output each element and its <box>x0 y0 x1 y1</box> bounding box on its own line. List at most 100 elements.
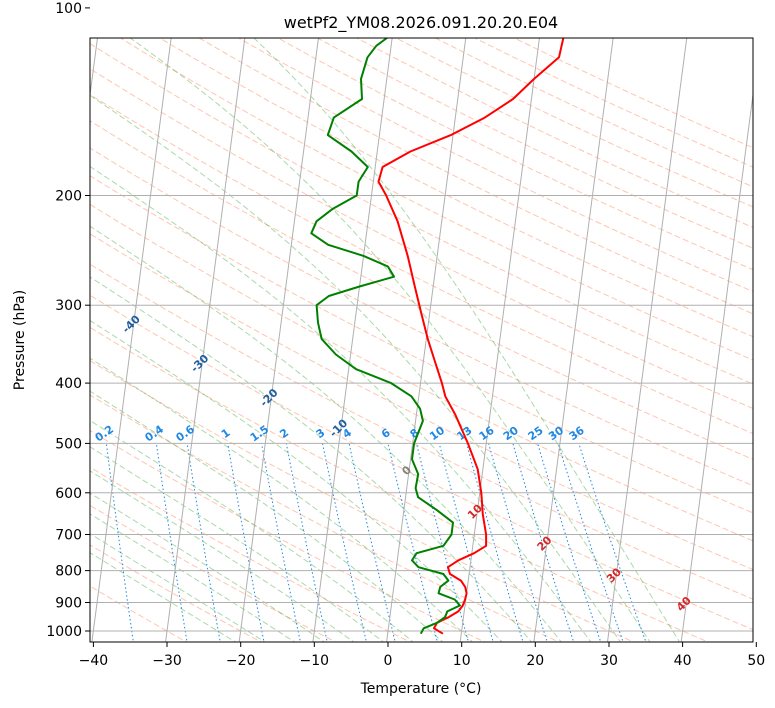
moist-adiabats <box>90 38 681 642</box>
temperature-line <box>377 38 565 635</box>
isotherm <box>680 90 753 642</box>
mixing-ratio-line <box>578 443 647 642</box>
dry-adiabat <box>90 429 486 642</box>
dry-adiabat <box>90 175 753 514</box>
y-tick-label: 700 <box>55 528 82 544</box>
y-tick-label: 100 <box>55 1 82 17</box>
moist-adiabat <box>90 492 326 642</box>
moist-adiabat <box>90 446 385 642</box>
isotherms <box>90 8 775 644</box>
plot-area: 0.10.20.40.611.52346810131620253036-100-… <box>60 8 775 644</box>
y-axis-label: Pressure (hPa) <box>12 290 28 390</box>
mixing-ratio-label: 1 <box>219 426 233 441</box>
dry-adiabats <box>90 38 753 642</box>
y-tick-label: 300 <box>55 298 82 314</box>
isotherm <box>90 38 98 99</box>
x-tick-label: 0 <box>384 653 393 669</box>
isotherm <box>755 8 775 644</box>
dry-adiabat <box>90 544 263 642</box>
isotherm-label: 0 <box>399 463 414 478</box>
dry-adiabat <box>119 38 753 361</box>
x-tick-label: 40 <box>674 653 692 669</box>
mixing-ratio-line <box>105 443 134 642</box>
dry-adiabat <box>90 43 753 385</box>
y-tick-label: 200 <box>55 189 82 205</box>
mixing-ratio-label: 0.2 <box>93 423 116 445</box>
mixing-ratio-line <box>387 443 438 642</box>
dry-adiabat <box>90 326 710 642</box>
x-tick-label: −30 <box>152 653 182 669</box>
mixing-ratio-label: 36 <box>567 424 587 444</box>
moist-adiabat <box>253 38 681 642</box>
y-axis: 100 200 300 400 500 600 700 800 900 1000 <box>46 1 90 640</box>
x-tick-label: −40 <box>79 653 109 669</box>
dry-adiabat <box>90 203 753 542</box>
isotherm <box>165 38 246 642</box>
mixing-ratio-label: 6 <box>379 426 393 441</box>
mixing-ratio-label: 2 <box>277 426 291 441</box>
pressure-gridlines <box>90 195 753 632</box>
dry-adiabat <box>90 263 753 600</box>
isotherm <box>533 38 614 642</box>
mixing-ratio-line <box>416 443 470 642</box>
moist-adiabat <box>90 552 237 642</box>
dry-adiabat <box>90 147 753 487</box>
dry-adiabat <box>90 394 561 642</box>
moist-adiabat <box>90 165 592 642</box>
mixing-ratio-line <box>285 443 328 642</box>
y-tick-label: 900 <box>55 596 82 612</box>
dry-adiabat <box>198 38 753 315</box>
mixing-ratio-line <box>186 443 221 642</box>
mixing-ratio-line <box>60 443 84 644</box>
dry-adiabat <box>395 38 753 208</box>
isotherm-label: 20 <box>535 533 555 553</box>
moist-adiabat <box>90 513 296 642</box>
moist-adiabat <box>90 94 622 642</box>
mixing-ratio-label: 20 <box>501 424 521 444</box>
x-tick-label: −20 <box>226 653 256 669</box>
dry-adiabat <box>90 585 188 642</box>
x-tick-label: 50 <box>747 653 765 669</box>
isotherm <box>312 38 393 642</box>
y-tick-label: 1000 <box>46 624 82 640</box>
isotherm <box>459 38 540 642</box>
isotherm <box>91 38 172 642</box>
y-tick-label: 800 <box>55 564 82 580</box>
y-tick-label: 600 <box>55 486 82 502</box>
dry-adiabat <box>434 38 753 188</box>
dry-adiabat <box>158 38 753 338</box>
mixing-ratio-label: 3 <box>314 426 328 441</box>
moist-adiabat <box>90 419 414 642</box>
x-axis-label: Temperature (°C) <box>360 681 482 697</box>
moist-adiabat <box>90 225 562 642</box>
isotherm-label: 30 <box>604 565 624 585</box>
mixing-ratio-label: 10 <box>427 424 447 444</box>
x-tick-label: 30 <box>600 653 618 669</box>
mixing-ratio-label: 0.4 <box>143 422 167 444</box>
dry-adiabat <box>276 38 753 271</box>
mixing-ratio-label: 30 <box>546 424 566 444</box>
dry-adiabat <box>90 294 753 631</box>
isotherm <box>386 38 467 642</box>
dry-adiabat <box>90 120 753 460</box>
dry-adiabat <box>90 360 635 642</box>
x-axis: −40 −30 −20 −10 0 10 20 30 40 50 <box>79 642 765 669</box>
moist-adiabat <box>90 357 474 642</box>
dry-adiabat <box>90 233 753 571</box>
chart-title: wetPf2_YM08.2026.091.20.20.E04 <box>284 13 558 33</box>
x-tick-label: 20 <box>526 653 544 669</box>
moist-adiabat <box>90 533 266 642</box>
mixing-ratio-line <box>261 443 301 642</box>
dewpoint-line <box>310 38 461 635</box>
dry-adiabat <box>90 93 753 435</box>
mixing-ratio-line <box>155 443 188 642</box>
y-tick-label: 400 <box>55 376 82 392</box>
isotherm <box>606 38 688 642</box>
mixing-ratio-lines <box>60 443 647 644</box>
y-tick-label: 500 <box>55 436 82 452</box>
profile-series <box>310 38 565 635</box>
moist-adiabat <box>90 470 355 642</box>
plot-frame <box>89 37 754 643</box>
x-tick-label: −10 <box>300 653 330 669</box>
